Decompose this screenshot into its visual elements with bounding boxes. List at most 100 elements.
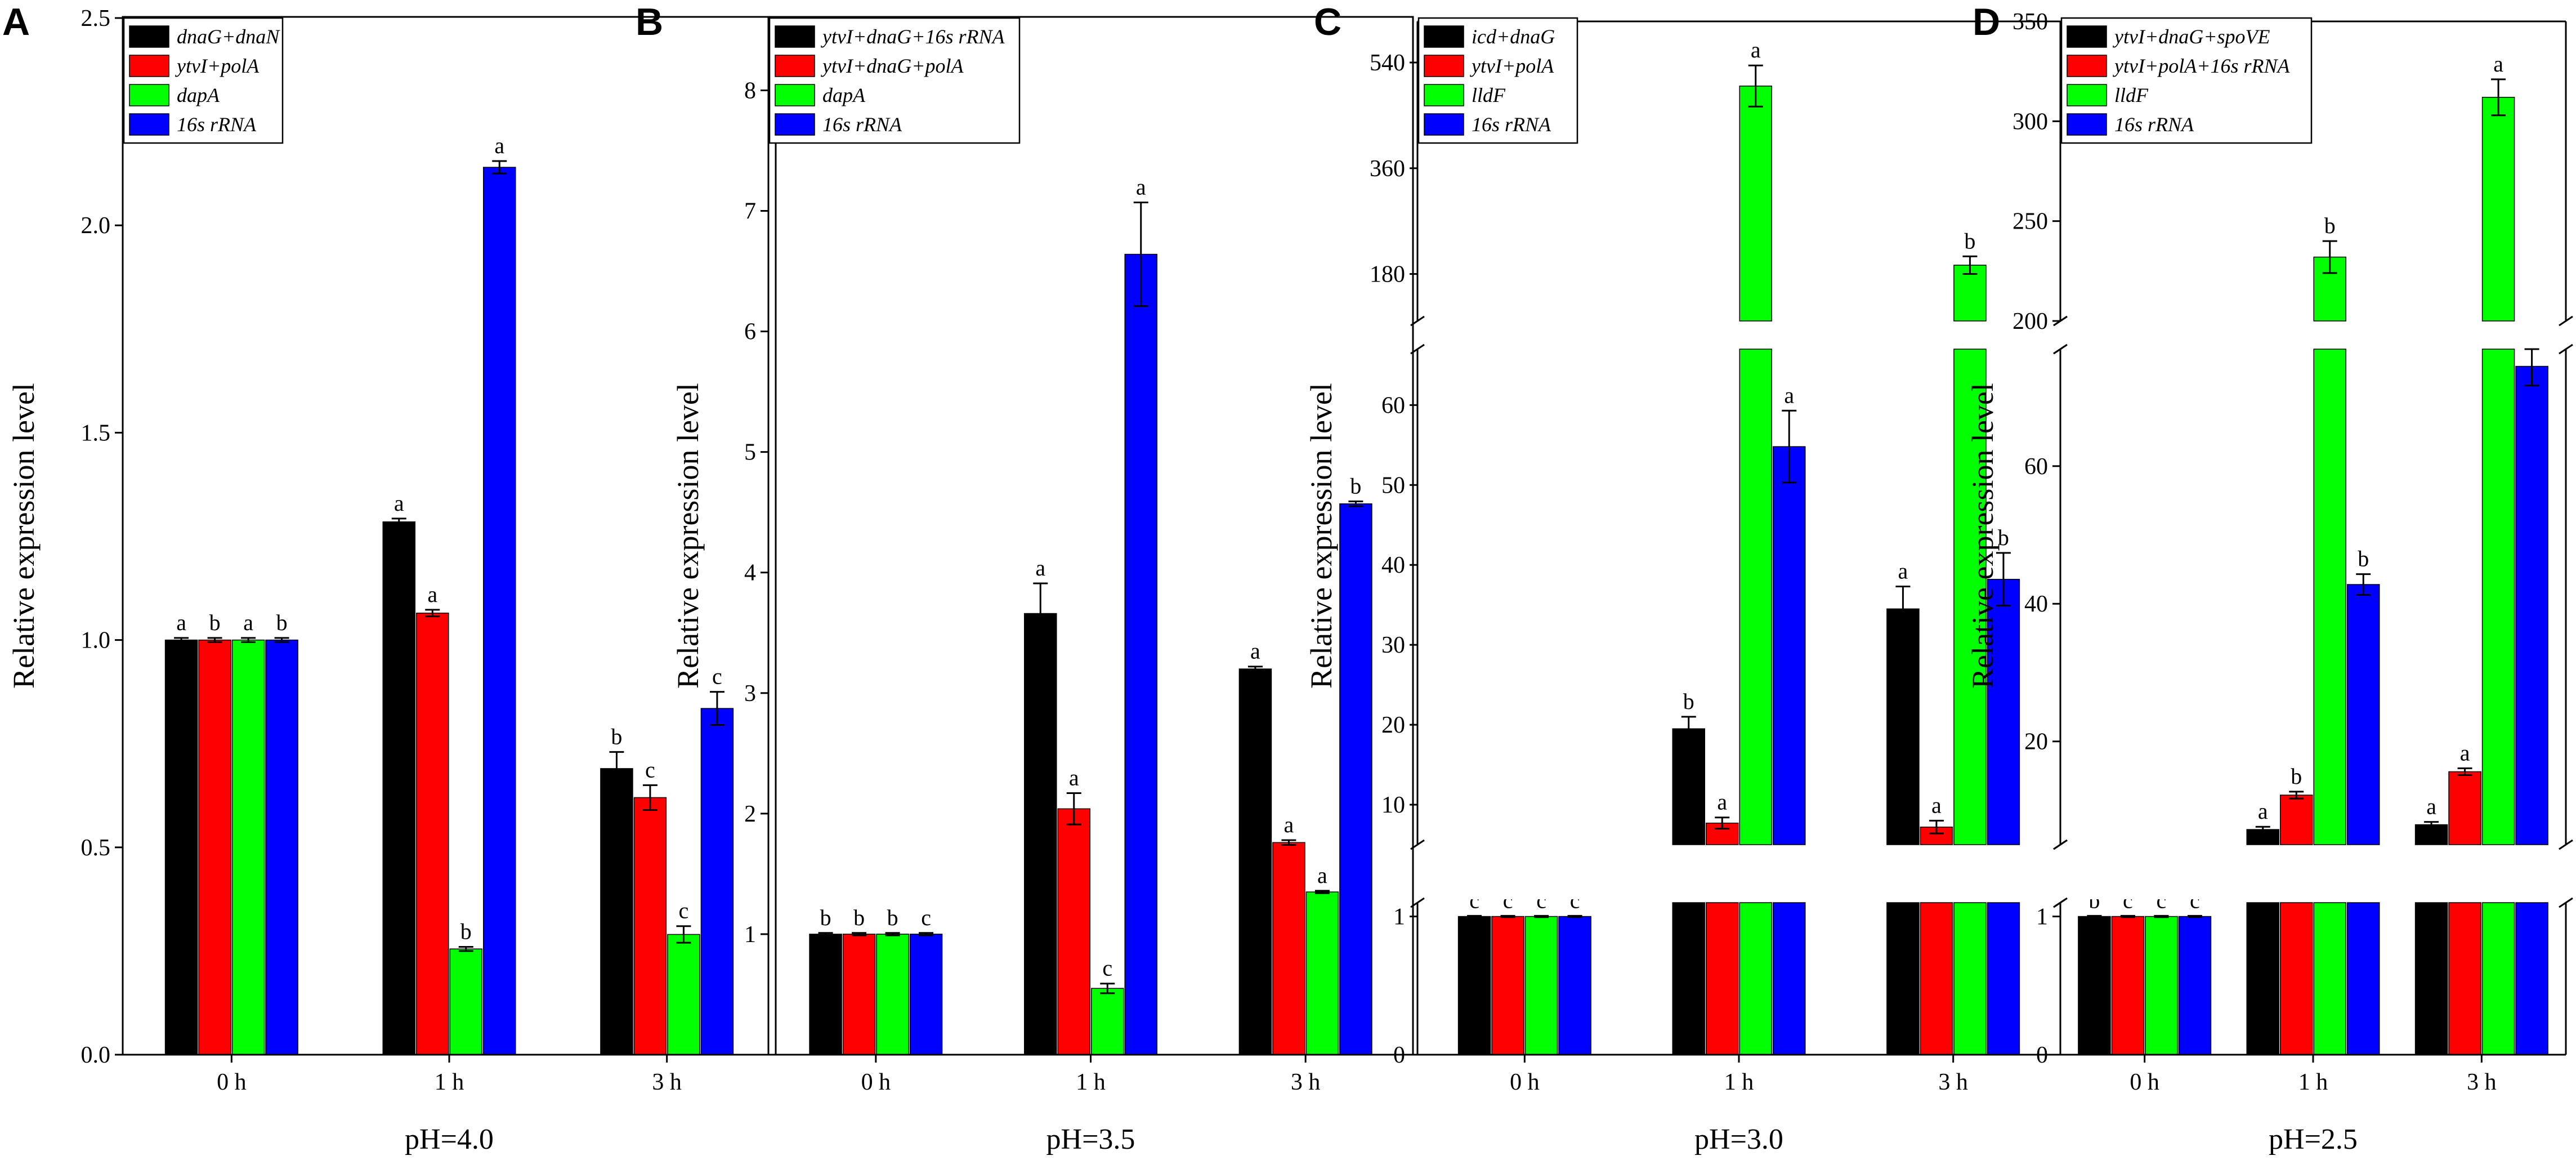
bar-16s-rrna-1-h <box>1773 902 1806 1055</box>
legend-swatch <box>1424 25 1464 48</box>
bar-ytvi-pola-16s-rrna-3-h-seg1 <box>2448 771 2481 845</box>
y-tick-label: 5 <box>744 440 756 466</box>
significance-letter: c <box>712 664 722 689</box>
y-tick-label: 1 <box>1393 904 1405 930</box>
axis-break-mark <box>2053 897 2068 908</box>
significance-letter: c <box>921 905 931 930</box>
significance-letter: a <box>1751 37 1761 63</box>
legend-swatch <box>775 55 815 77</box>
significance-letter: b <box>1964 228 1975 253</box>
y-tick-label: 60 <box>2024 454 2048 480</box>
y-tick-label: 2 <box>744 801 756 827</box>
significance-letter: a <box>2258 798 2268 824</box>
axis-break-gap <box>1416 324 2061 346</box>
significance-letter: a <box>176 610 186 635</box>
bar-ytvi-dnag-spove-3-h <box>2414 902 2448 1055</box>
bar-ytvi-pola-0-h <box>1491 916 1524 1055</box>
x-axis-label: pH=4.0 <box>405 1123 494 1155</box>
y-tick-label: 7 <box>744 199 756 225</box>
bar-ytvi-pola-16s-rrna-1-h-seg1 <box>2280 795 2313 845</box>
bar-dapa-3-h <box>1305 891 1339 1055</box>
axis-break-mark <box>2559 897 2573 908</box>
bar-icd-dnag-3-h <box>1886 902 1920 1055</box>
legend-swatch <box>129 25 169 48</box>
axis-break-mark <box>2053 315 2068 327</box>
legend: dnaG+dnaN ytvI+polA dapA 16s rRNA <box>123 17 284 144</box>
y-tick-label: 0 <box>2036 1042 2048 1068</box>
bar-16s-rrna-1-h <box>483 167 516 1055</box>
legend-swatch <box>2067 25 2107 48</box>
bar-ytvi-dnag-spove-0-h <box>2078 916 2111 1055</box>
y-tick-label: 6 <box>744 319 756 345</box>
bar-ytvi-pola-0-h <box>198 639 231 1055</box>
y-axis-label: Relative expression level <box>1966 383 2000 689</box>
bar-lldf-0-h <box>2145 916 2178 1055</box>
x-tick-label: 0 h <box>217 1069 247 1095</box>
legend-label: ytvI+polA <box>1470 55 1554 77</box>
bar-16s-rrna-3-h <box>1339 503 1372 1055</box>
legend-swatch <box>1424 84 1464 106</box>
legend-swatch <box>129 84 169 106</box>
significance-letter: a <box>2460 740 2470 765</box>
bar-ytvi-dnag-pola-3-h <box>1272 842 1305 1055</box>
significance-letter: b <box>2358 546 2369 572</box>
legend-label: lldF <box>2114 84 2149 106</box>
y-tick-label: 0 <box>1393 1042 1405 1068</box>
y-tick-label: 10 <box>1381 792 1405 818</box>
legend-swatch <box>775 25 815 48</box>
legend-label: ytvI+dnaG+16s rRNA <box>821 25 1005 48</box>
y-tick-label: 360 <box>1370 156 1405 182</box>
bar-16s-rrna-1-h-seg1 <box>2347 584 2380 845</box>
bar-ytvi-pola-3-h <box>1920 902 1953 1055</box>
y-tick-label: 8 <box>744 78 756 104</box>
panel-letter: A <box>2 1 30 43</box>
bar-ytvi-dnag-16s-rrna-0-h <box>809 934 842 1055</box>
y-tick-label: 1 <box>744 922 756 948</box>
legend-swatch <box>1424 55 1464 77</box>
bar-lldf-1-h-seg1 <box>2313 349 2346 845</box>
legend-label: 16s rRNA <box>1472 113 1551 136</box>
significance-letter: a <box>1898 559 1908 584</box>
significance-letter: a <box>1284 812 1294 837</box>
y-tick-label: 4 <box>744 560 756 586</box>
bar-icd-dnag-0-h <box>1457 916 1491 1055</box>
bar-icd-dnag-3-h-seg1 <box>1886 608 1920 845</box>
x-axis-label: pH=3.5 <box>1046 1123 1135 1155</box>
x-tick-label: 3 h <box>2467 1069 2497 1095</box>
bar-ytvi-dnag-pola-1-h <box>1057 808 1090 1055</box>
significance-letter: b <box>887 905 898 930</box>
panel-d: Dbaacbacbacba012040602002503003500 h1 h3… <box>1966 1 2573 1155</box>
x-tick-label: 3 h <box>1938 1069 1968 1095</box>
significance-letter: a <box>1035 555 1045 581</box>
y-tick-label: 3 <box>744 681 756 707</box>
x-tick-label: 0 h <box>2130 1069 2159 1095</box>
bar-16s-rrna-0-h <box>909 934 943 1055</box>
significance-letter: a <box>1784 382 1794 408</box>
axis-break-mark <box>2559 343 2573 355</box>
axis-break-mark <box>2559 839 2573 850</box>
bar-icd-dnag-1-h-seg1 <box>1672 728 1705 845</box>
legend-label: ytvI+polA+16s rRNA <box>2113 55 2291 77</box>
legend-label: 16s rRNA <box>2114 113 2194 136</box>
panel-letter: C <box>1314 1 1341 43</box>
significance-letter: a <box>1069 765 1079 790</box>
significance-letter: b <box>853 905 865 930</box>
bar-dapa-3-h <box>667 934 700 1055</box>
significance-letter: a <box>1317 863 1327 888</box>
y-tick-label: 0.5 <box>81 835 111 861</box>
x-tick-label: 1 h <box>2298 1069 2328 1095</box>
legend-swatch <box>2067 113 2107 136</box>
bar-ytvi-pola-16s-rrna-1-h <box>2280 902 2313 1055</box>
bar-ytvi-dnag-pola-0-h <box>842 934 876 1055</box>
y-tick-label: 300 <box>2012 109 2048 135</box>
y-tick-label: 180 <box>1370 262 1405 288</box>
axis-break-mark <box>1410 343 1425 355</box>
x-tick-label: 0 h <box>861 1069 891 1095</box>
axis-break-gap <box>2059 324 2567 346</box>
significance-letter: a <box>1931 792 1942 818</box>
significance-letter: a <box>394 490 404 516</box>
